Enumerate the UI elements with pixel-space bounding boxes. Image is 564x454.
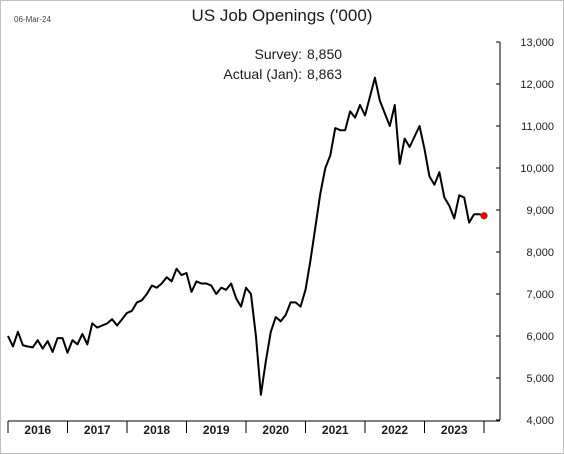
x-tick-label: 2019 [203,423,230,437]
x-tick-label: 2018 [143,423,170,437]
y-tick-label: 5,000 [526,373,554,385]
latest-point-marker [480,212,488,220]
x-tick-label: 2020 [262,423,289,437]
y-tick-label: 9,000 [526,205,554,217]
y-tick-label: 6,000 [526,331,554,343]
series-line [7,76,485,396]
survey-label: Survey: [254,46,302,62]
y-tick-label: 8,000 [526,247,554,259]
y-tick-label: 11,000 [521,121,554,133]
x-tick-label: 2023 [441,423,468,437]
x-tick-label: 2017 [84,423,111,437]
actual-label: Actual (Jan): [223,66,302,82]
y-tick-label: 12,000 [520,79,554,91]
y-tick-label: 10,000 [520,163,554,175]
x-tick-label: 2022 [381,423,408,437]
x-tick-label: 2016 [24,423,51,437]
y-tick-label: 4,000 [526,415,554,427]
x-tick-label: 2021 [322,423,349,437]
y-tick-label: 7,000 [526,289,554,301]
date-stamp: 06-Mar-24 [14,15,51,24]
y-tick-label: 13,000 [520,37,554,49]
chart-title: US Job Openings ('000) [191,6,373,25]
actual-value: 8,863 [307,66,343,82]
survey-value: 8,850 [307,46,343,62]
